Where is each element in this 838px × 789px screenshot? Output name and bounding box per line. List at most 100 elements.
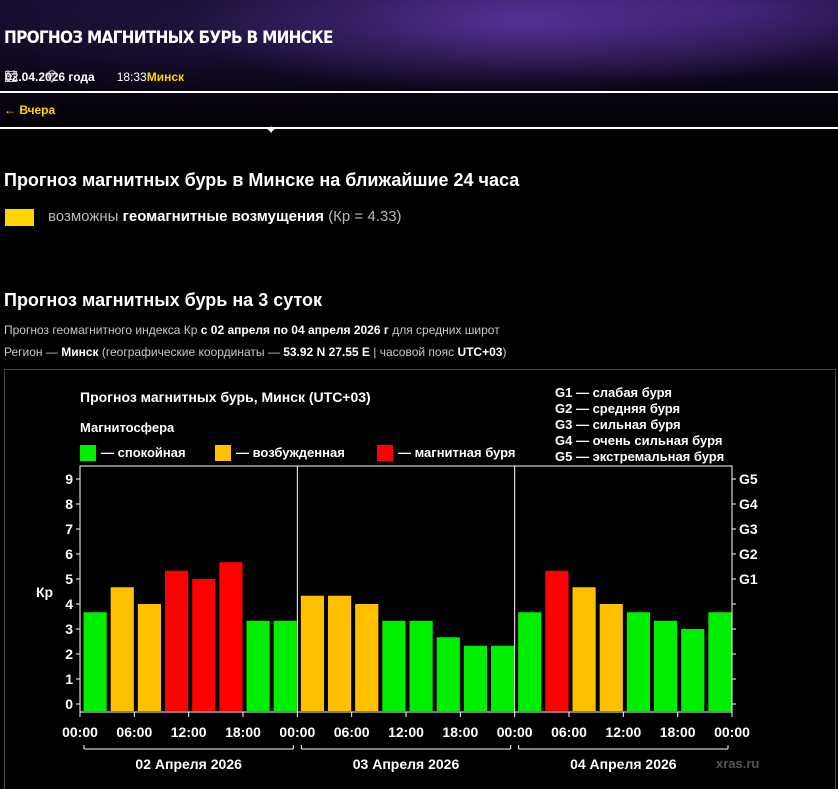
x-tick-label: 00:00 bbox=[62, 724, 98, 740]
plot-area: 0 1 2 3 4 5 6 7 8 9 G1 G2 G3 G4 G5 00:00 06:00 12:00 18:00… bbox=[62, 465, 758, 772]
y-tick-label: 2 bbox=[65, 646, 73, 662]
region-coords: 53.92 N 27.55 E bbox=[283, 345, 370, 359]
forecast-description: Прогноз геомагнитного индекса Кр с 02 ап… bbox=[4, 323, 500, 337]
plot-frame bbox=[79, 465, 733, 713]
page-title: ПРОГНОЗ МАГНИТНЫХ БУРЬ В МИНСКЕ bbox=[4, 28, 334, 48]
kp-bar bbox=[681, 629, 705, 711]
kp-bar bbox=[219, 562, 243, 711]
status-prefix: возможны bbox=[48, 208, 119, 225]
kp-bar bbox=[300, 595, 324, 711]
star-sparkle-icon: ✦ bbox=[266, 123, 277, 137]
y-tick-label: 3 bbox=[65, 621, 73, 637]
scale-g2: G2 — средняя буря bbox=[555, 401, 680, 416]
city-link[interactable]: Минск bbox=[146, 70, 185, 84]
kp-bar bbox=[436, 637, 460, 711]
legend-swatch-storm bbox=[377, 445, 393, 461]
y-tick-label: 9 bbox=[65, 471, 73, 487]
y-axis-label: Кр bbox=[36, 584, 53, 600]
status-text: геомагнитные возмущения bbox=[122, 208, 325, 225]
x-tick-label: 00:00 bbox=[497, 724, 533, 740]
chart-title: Прогноз магнитных бурь, Минск (UTC+03) bbox=[80, 389, 371, 405]
status-kp: (Кр = 4.33) bbox=[328, 208, 402, 225]
desc-period: с 02 апреля по 04 апреля 2026 г bbox=[200, 323, 389, 337]
kp-bar bbox=[110, 587, 134, 711]
kp-bar bbox=[273, 620, 297, 711]
x-tick-label: 00:00 bbox=[714, 724, 750, 740]
kp-bar bbox=[382, 620, 406, 711]
y-tick-label: 1 bbox=[65, 671, 73, 687]
kp-bar bbox=[192, 579, 216, 711]
kp-bar bbox=[599, 604, 623, 711]
scale-g3: G3 — сильная буря bbox=[555, 417, 681, 432]
chart-frame bbox=[4, 369, 836, 789]
x-tick-label: 12:00 bbox=[605, 724, 641, 740]
status-swatch bbox=[5, 209, 34, 226]
x-tick-label: 12:00 bbox=[171, 724, 207, 740]
three-day-heading: Прогноз магнитных бурь на 3 суток bbox=[4, 290, 323, 310]
today-heading: Прогноз магнитных бурь в Минске на ближа… bbox=[4, 170, 520, 190]
x-tick-label: 00:00 bbox=[279, 724, 315, 740]
watermark: xras.ru bbox=[716, 756, 759, 771]
region-coords-label: (географические координаты — bbox=[101, 345, 280, 359]
kp-bar bbox=[491, 645, 515, 711]
x-tick-label: 06:00 bbox=[551, 724, 587, 740]
kp-bar bbox=[572, 587, 596, 711]
day-label: 03 Апреля 2026 bbox=[353, 756, 460, 772]
kp-bar bbox=[518, 612, 542, 711]
x-tick-label: 18:00 bbox=[442, 724, 478, 740]
x-tick-label: 06:00 bbox=[116, 724, 152, 740]
kp-bar bbox=[83, 612, 107, 711]
meta-row: 02.04.2026 года 18:33 Минск bbox=[5, 70, 184, 84]
kp-bar bbox=[626, 612, 650, 711]
region-city: Минск bbox=[61, 345, 99, 359]
y-tick-label: 4 bbox=[65, 596, 73, 612]
divider bbox=[0, 91, 838, 93]
kp-bar bbox=[328, 595, 352, 711]
storm-level-label: G5 bbox=[739, 471, 758, 487]
y-tick-label: 0 bbox=[65, 696, 73, 712]
day-label: 04 Апреля 2026 bbox=[570, 756, 677, 772]
aurora-banner bbox=[0, 0, 838, 140]
kp-bar bbox=[355, 604, 379, 711]
legend-label-storm: — магнитная буря bbox=[398, 445, 515, 460]
y-tick-label: 6 bbox=[65, 546, 73, 562]
kp-bar bbox=[545, 570, 569, 711]
storm-level-label: G2 bbox=[739, 546, 758, 562]
desc-suffix: для средних широт bbox=[392, 323, 500, 337]
current-date: 02.04.2026 года bbox=[5, 70, 95, 84]
today-status: возможны геомагнитные возмущения (Кр = 4… bbox=[48, 208, 402, 225]
y-tick-label: 8 bbox=[65, 496, 73, 512]
divider bbox=[0, 127, 838, 129]
x-tick-label: 12:00 bbox=[388, 724, 424, 740]
region-prefix: Регион — bbox=[4, 345, 58, 359]
yesterday-link[interactable]: ← Вчера bbox=[4, 103, 56, 117]
location-pin-icon bbox=[47, 70, 57, 83]
day-label: 02 Апреля 2026 bbox=[135, 756, 242, 772]
kp-bar bbox=[409, 620, 433, 711]
kp-bar bbox=[137, 604, 161, 711]
current-time: 18:33 bbox=[116, 70, 147, 84]
legend-label-excited: — возбужденная bbox=[236, 445, 345, 460]
desc-prefix: Прогноз геомагнитного индекса Кр bbox=[4, 323, 198, 337]
scale-g1: G1 — слабая буря bbox=[555, 385, 672, 400]
x-tick-label: 18:00 bbox=[225, 724, 261, 740]
kp-bar bbox=[246, 620, 270, 711]
region-tz: UTC+03 bbox=[457, 345, 503, 359]
kp-bar bbox=[463, 645, 487, 711]
legend-swatch-excited bbox=[215, 445, 231, 461]
region-info: Регион — Минск (географические координат… bbox=[4, 345, 506, 359]
storm-level-label: G4 bbox=[739, 496, 758, 512]
kp-bar bbox=[165, 570, 189, 711]
kp-bar bbox=[654, 620, 678, 711]
x-tick-label: 06:00 bbox=[334, 724, 370, 740]
calendar-icon bbox=[5, 70, 17, 82]
kp-bar bbox=[708, 612, 732, 711]
region-close: ) bbox=[502, 345, 507, 359]
legend-swatch-calm bbox=[80, 445, 96, 461]
storm-level-label: G1 bbox=[739, 571, 758, 587]
legend-label-calm: — спокойная bbox=[101, 445, 186, 460]
y-tick-label: 7 bbox=[65, 521, 73, 537]
storm-level-label: G3 bbox=[739, 521, 758, 537]
